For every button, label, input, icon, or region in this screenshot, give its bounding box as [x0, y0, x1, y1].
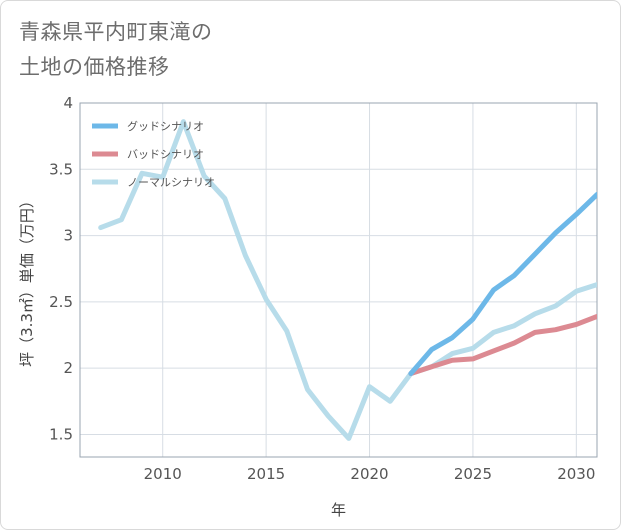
series-lines	[98, 119, 597, 441]
legend-label: ノーマルシナリオ	[127, 176, 215, 189]
y-tick-label: 2	[63, 359, 73, 377]
chart-title-line-2: 土地の価格推移	[19, 55, 170, 79]
chart-title: 青森県平内町東滝の 土地の価格推移	[19, 15, 213, 85]
y-tick-label: 1.5	[49, 425, 73, 443]
x-axis-ticks: 2010 2015 2020 2025 2030	[144, 465, 596, 483]
x-tick-label: 2020	[350, 465, 388, 483]
series-line-0	[408, 192, 597, 376]
x-axis-title: 年	[331, 501, 346, 519]
x-tick-label: 2015	[247, 465, 285, 483]
x-tick-label: 2010	[144, 465, 182, 483]
chart-title-line-1: 青森県平内町東滝の	[19, 20, 213, 44]
series-line-1	[408, 314, 597, 376]
legend-label: グッドシナリオ	[127, 119, 204, 133]
series-line-2	[98, 119, 597, 441]
y-axis-title: 坪（3.3㎡）単価（万円）	[18, 193, 36, 367]
y-tick-label: 2.5	[49, 293, 73, 311]
grid-lines	[80, 102, 597, 457]
y-tick-label: 3	[63, 227, 73, 245]
x-tick-label: 2030	[557, 465, 595, 483]
y-axis-ticks: 1.5 2 2.5 3 3.5 4	[49, 94, 73, 443]
legend-label: バッドシナリオ	[127, 148, 204, 161]
y-tick-label: 4	[63, 94, 73, 112]
x-tick-label: 2025	[454, 465, 492, 483]
plot-area-border	[79, 102, 598, 458]
y-tick-label: 3.5	[49, 160, 73, 178]
